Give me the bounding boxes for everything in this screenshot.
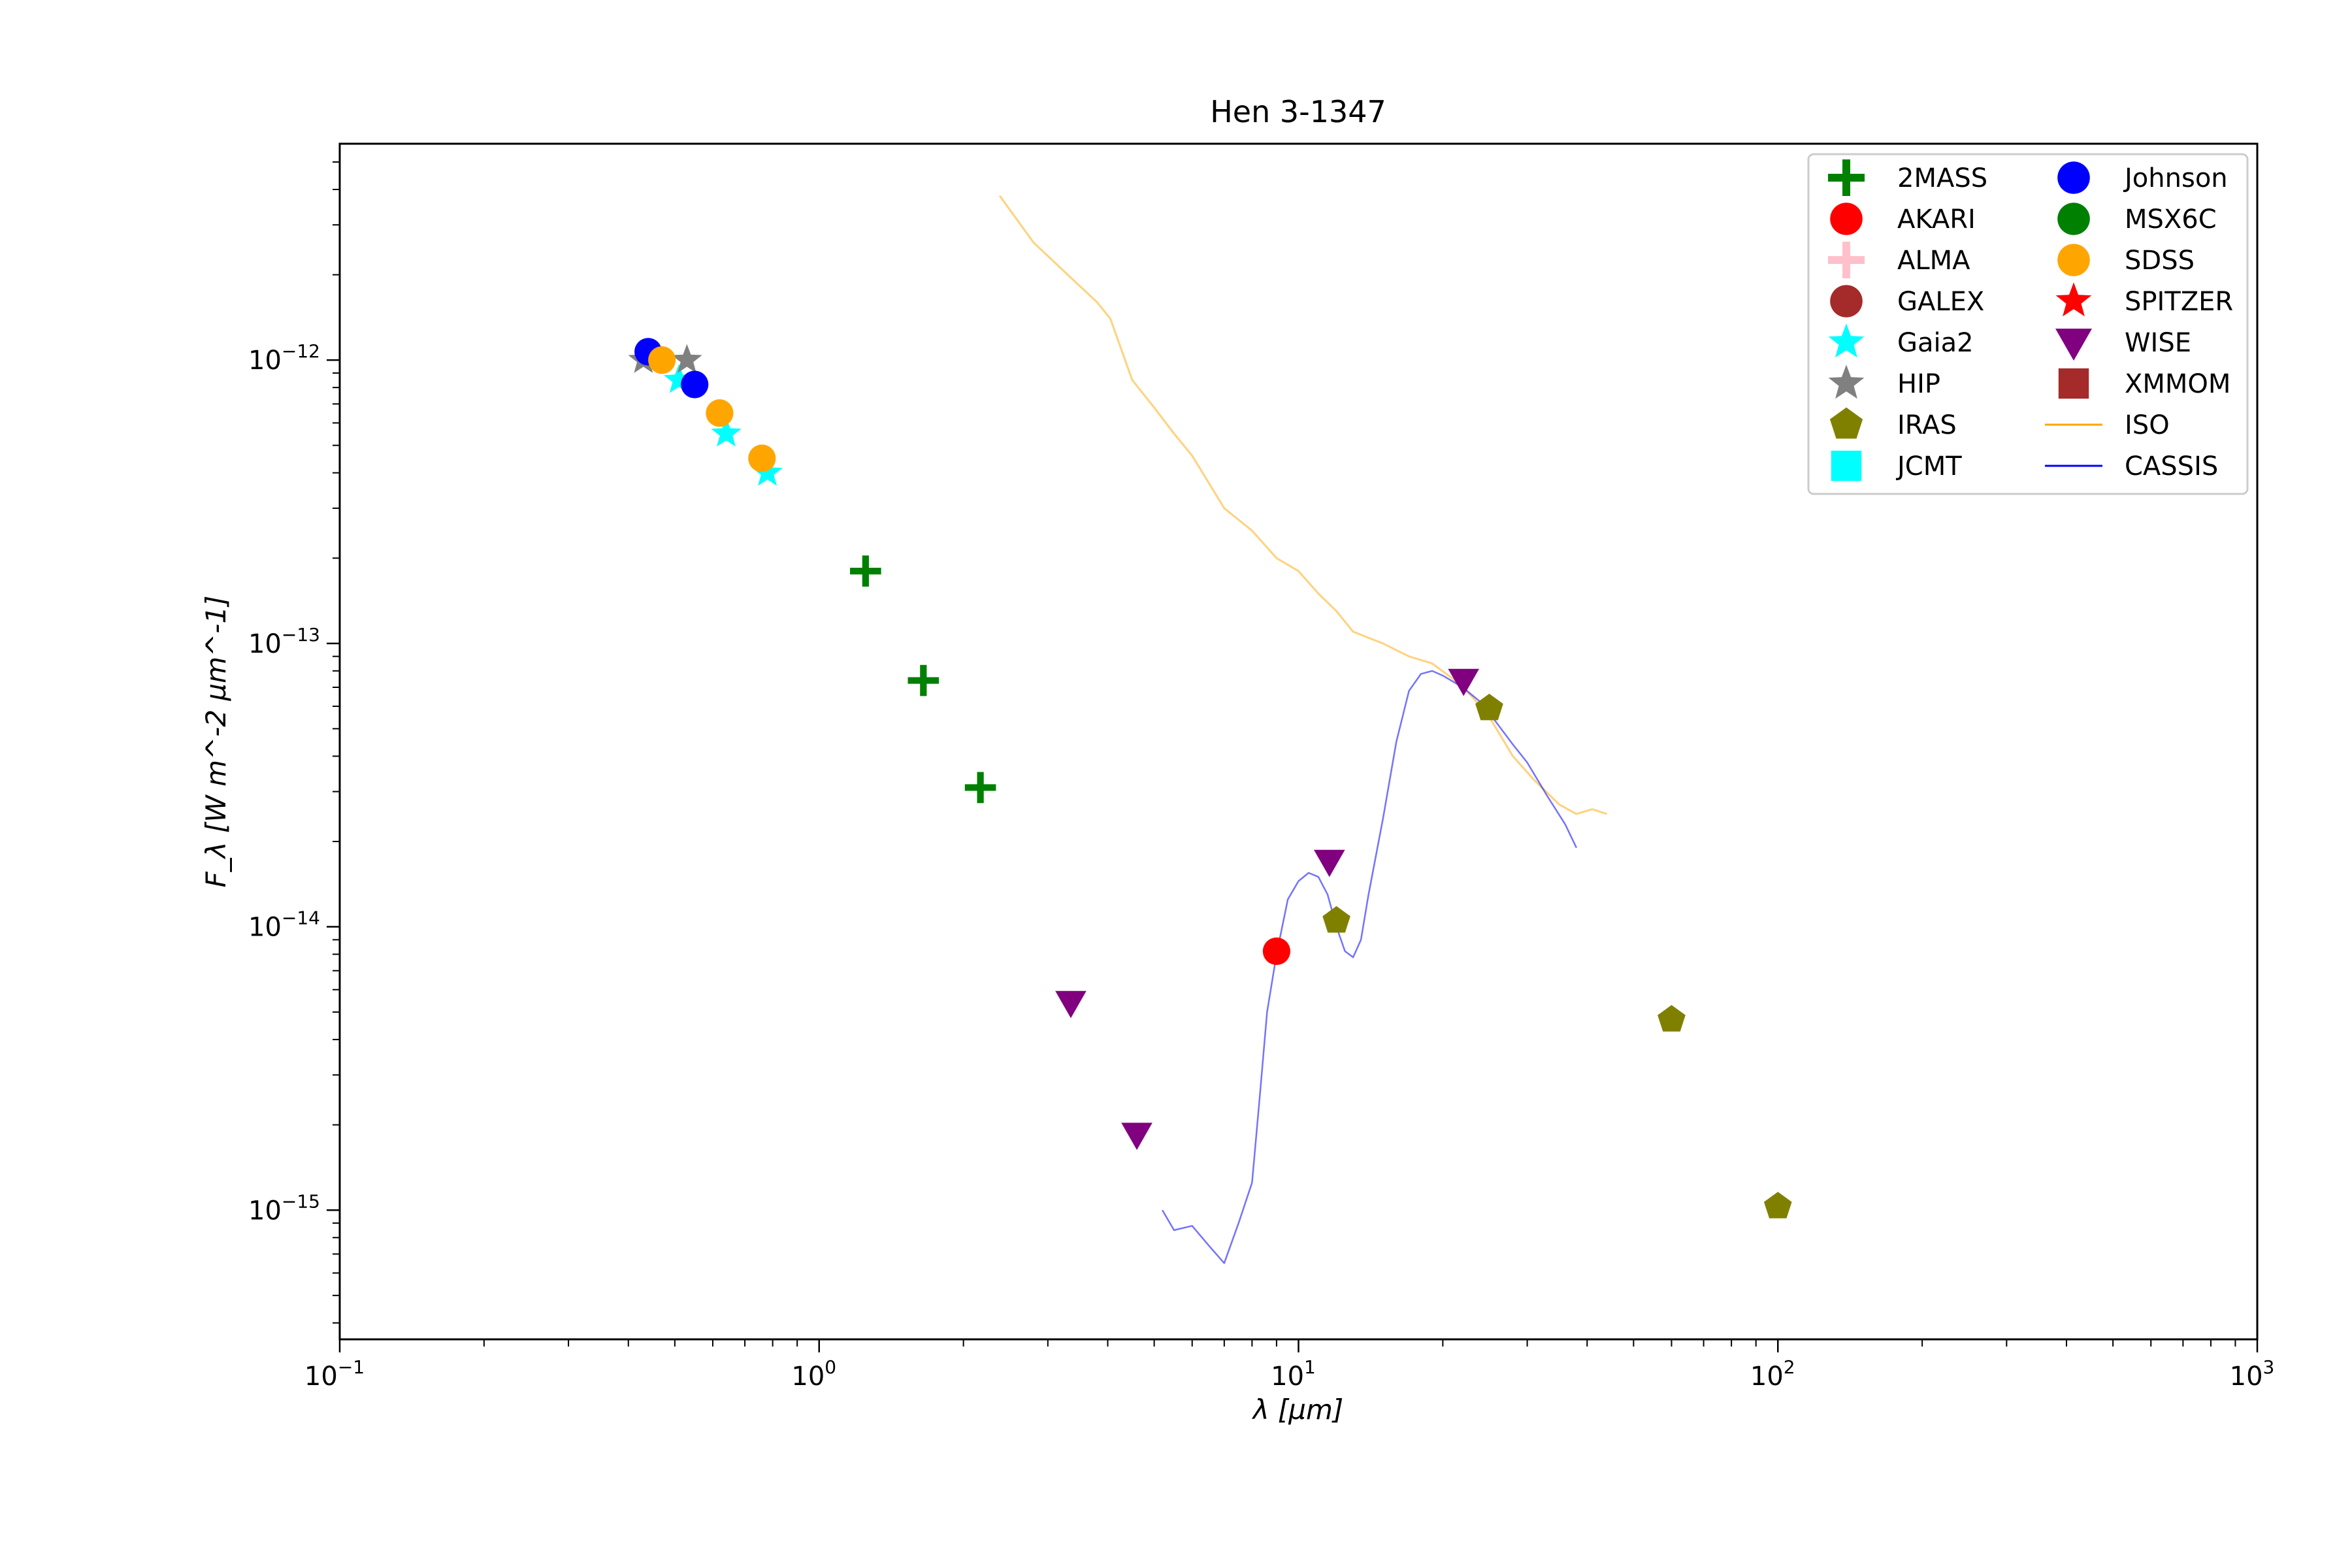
- legend-label-cassis: CASSIS: [2125, 451, 2218, 482]
- wise-data-point: [1121, 1122, 1152, 1151]
- legend-box: [1807, 153, 2249, 495]
- 2mass-data-point: [907, 664, 939, 696]
- legend-label-iras: IRAS: [1897, 410, 1957, 440]
- iras-data-point: [1475, 693, 1503, 721]
- wise-data-point: [1313, 849, 1345, 877]
- xmmom-legend-marker: [2058, 368, 2089, 399]
- y-tick-label: 10−13: [248, 624, 320, 659]
- galex-legend-marker: [1830, 285, 1863, 318]
- y-tick-label: 10−15: [248, 1190, 320, 1226]
- y-axis-label: F_λ [W m^-2 μm^-1]: [200, 595, 232, 887]
- legend-label-alma: ALMA: [1897, 246, 1970, 276]
- legend-label-wise: WISE: [2125, 328, 2191, 358]
- gaia2-data-point: [752, 457, 783, 486]
- wise-data-point: [1448, 668, 1479, 696]
- legend-label-galex: GALEX: [1897, 287, 1984, 317]
- sdss-data-point: [706, 399, 734, 427]
- iras-legend-marker: [1829, 407, 1863, 439]
- akari-legend-marker: [1830, 203, 1863, 235]
- iras-data-point: [1658, 1005, 1686, 1032]
- johnson-legend-marker: [2057, 161, 2090, 194]
- jcmt-legend-marker: [1831, 450, 1862, 482]
- iras-data-point: [1322, 906, 1350, 933]
- 2mass-data-point: [964, 772, 996, 804]
- 2mass-data-point: [850, 555, 881, 587]
- spitzer-legend-marker: [2055, 282, 2092, 317]
- legend-label-gaia2: Gaia2: [1897, 328, 1974, 358]
- hip-data-point: [672, 344, 702, 373]
- x-axis-label: λ [μm]: [1252, 1394, 1344, 1426]
- legend-label-akari: AKARI: [1897, 204, 1976, 235]
- legend-label-spitzer: SPITZER: [2125, 287, 2233, 317]
- 2mass-legend-marker: [1828, 159, 1865, 196]
- hip-legend-marker: [1828, 365, 1865, 399]
- wise-data-point: [1055, 990, 1086, 1019]
- legend-label-hip: HIP: [1897, 369, 1940, 399]
- legend-label-jcmt: JCMT: [1895, 451, 1962, 482]
- sdss-data-point: [648, 346, 676, 374]
- gaia2-data-point: [711, 417, 742, 447]
- sdss-legend-marker: [2057, 244, 2090, 276]
- legend-label-2mass: 2MASS: [1897, 163, 1987, 193]
- iso-spectrum-line: [998, 195, 1608, 815]
- akari-data-point: [1262, 937, 1291, 966]
- x-tick-label: 103: [2230, 1356, 2275, 1392]
- legend-label-sdss: SDSS: [2125, 246, 2195, 276]
- chart-title: Hen 3-1347: [1210, 94, 1386, 129]
- johnson-data-point: [681, 370, 709, 399]
- legend-label-xmmom: XMMOM: [2125, 369, 2230, 399]
- wise-legend-marker: [2055, 329, 2092, 361]
- msx6c-legend-marker: [2057, 203, 2090, 235]
- legend: 2MASS AKARI ALMA GALEX Gaia2 HIP IRAS JCMT Johns…: [1807, 153, 2249, 495]
- iras-data-point: [1763, 1192, 1792, 1218]
- legend-label-msx6c: MSX6C: [2125, 204, 2217, 235]
- gaia2-legend-marker: [1828, 323, 1865, 358]
- photometry-points: [628, 338, 1792, 1218]
- legend-label-johnson: Johnson: [2123, 163, 2228, 193]
- legend-label-iso: ISO: [2125, 410, 2170, 440]
- sdss-data-point: [748, 444, 776, 472]
- gaia2-data-point: [663, 364, 694, 393]
- alma-legend-marker: [1828, 242, 1865, 278]
